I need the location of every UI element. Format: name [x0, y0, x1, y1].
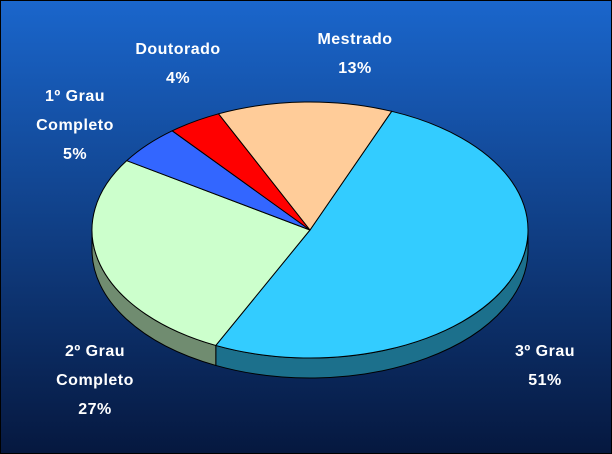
value-label: 13%	[338, 60, 372, 77]
slice-label-line: Completo	[56, 372, 134, 389]
pie-slice	[214, 110, 529, 359]
slice-label-line: 2º Grau	[65, 343, 125, 360]
slice-label: 3º Grau	[515, 343, 575, 360]
slice-label: Doutorado	[135, 41, 220, 58]
pie-slice	[91, 160, 311, 347]
slice-label: 2º Grau Completo	[56, 343, 134, 389]
slice-label: Mestrado	[317, 31, 392, 48]
value-label: 27%	[78, 401, 112, 418]
value-label: 51%	[528, 372, 562, 389]
slice-label-line: Doutorado	[135, 41, 220, 58]
slice-label-line: Mestrado	[317, 31, 392, 48]
slice-label: 1º Grau Completo	[36, 88, 114, 134]
value-label: 4%	[166, 70, 190, 87]
pie-slice	[217, 101, 393, 231]
slice-label-line: Completo	[36, 117, 114, 134]
value-label: 5%	[63, 146, 87, 163]
slice-label-line: 3º Grau	[515, 343, 575, 360]
slice-label-line: 1º Grau	[45, 88, 105, 105]
